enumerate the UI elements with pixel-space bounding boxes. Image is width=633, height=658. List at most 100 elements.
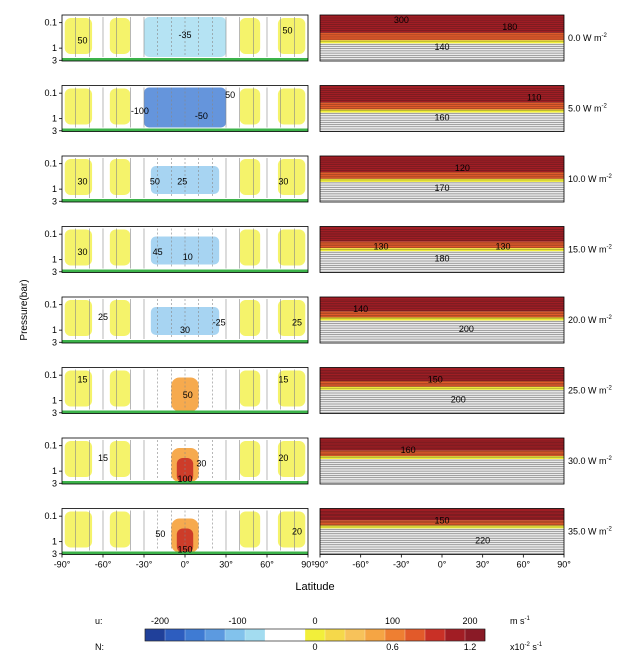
y-tick-label: 3 bbox=[52, 55, 57, 65]
colorbar-swatch bbox=[144, 628, 166, 642]
contour-label: -100 bbox=[131, 106, 149, 116]
colorbar-swatch bbox=[204, 628, 226, 642]
positive-wind-region bbox=[64, 300, 93, 336]
yellow-band bbox=[320, 178, 564, 182]
colorbar-swatch bbox=[444, 628, 466, 642]
y-tick-label: 0.1 bbox=[44, 441, 57, 451]
forcing-label: 5.0 W m-2 bbox=[568, 104, 608, 114]
units-text: s bbox=[530, 642, 538, 652]
positive-wind-region bbox=[109, 229, 131, 266]
contour-label: 160 bbox=[434, 112, 449, 122]
units-exponent: -1 bbox=[525, 616, 531, 622]
x-tick-label: 60° bbox=[260, 560, 274, 570]
colorbar-swatch bbox=[264, 628, 286, 642]
positive-wind-region bbox=[109, 18, 131, 54]
bottom-boundary bbox=[62, 128, 308, 132]
positive-wind-region bbox=[239, 159, 261, 195]
contour-label: 180 bbox=[434, 253, 449, 263]
colorbar-swatch bbox=[304, 628, 326, 642]
contour-label: 130 bbox=[373, 241, 388, 251]
transition-layer bbox=[320, 381, 564, 387]
panel-frame bbox=[319, 437, 565, 485]
contour-label: 200 bbox=[459, 324, 474, 334]
forcing-exponent: -2 bbox=[607, 456, 613, 462]
colorbar-u-tick: 0 bbox=[312, 616, 317, 626]
contour-label: -35 bbox=[178, 30, 191, 40]
contour-label: 15 bbox=[278, 375, 288, 385]
n-panel-7: 150 220 35.0 W m-2 bbox=[319, 508, 613, 555]
x-axis-label: Latitude bbox=[295, 581, 334, 593]
positive-wind-region bbox=[64, 18, 93, 54]
y-tick-label: 0.1 bbox=[44, 300, 57, 310]
forcing-label: 35.0 W m-2 bbox=[568, 527, 613, 537]
colorbar-swatch bbox=[364, 628, 386, 642]
transition-layer bbox=[320, 450, 564, 457]
positive-wind-region bbox=[109, 370, 131, 407]
panel-frame bbox=[61, 367, 309, 414]
contour-label: 220 bbox=[475, 535, 490, 545]
y-tick-label: 0.1 bbox=[44, 511, 57, 521]
x-tick-label: -60° bbox=[352, 560, 369, 570]
contour-label: 120 bbox=[455, 163, 470, 173]
wind-panel-6: 0.1 1 3 15 30 100 20 bbox=[44, 437, 309, 488]
x-tick-label: -90° bbox=[54, 560, 71, 570]
x-tick-label: 30° bbox=[219, 560, 233, 570]
forcing-exponent: -2 bbox=[602, 104, 608, 110]
forcing-label: 0.0 W m-2 bbox=[568, 33, 608, 43]
n-panel-3: 130 130 180 15.0 W m-2 bbox=[319, 226, 613, 273]
positive-wind-region bbox=[277, 300, 306, 336]
y-tick-label: 0.1 bbox=[44, 229, 57, 239]
panel-frame bbox=[61, 85, 309, 132]
forcing-exponent: -2 bbox=[602, 33, 608, 39]
contour-label: 30 bbox=[196, 458, 206, 468]
upper-layer bbox=[320, 15, 564, 33]
transition-layer bbox=[320, 311, 564, 318]
panel-frame bbox=[61, 14, 309, 62]
colorbar-swatch bbox=[464, 628, 486, 642]
contour-label: 140 bbox=[353, 304, 368, 314]
forcing-label: 30.0 W m-2 bbox=[568, 456, 613, 466]
n-panel-2: 120 170 10.0 W m-2 bbox=[319, 155, 613, 203]
positive-wind-region bbox=[109, 300, 131, 336]
wind-panel-7: 0.1 1 3 50 150 20 bbox=[44, 508, 309, 559]
x-tick-label: 90° bbox=[301, 560, 315, 570]
x-tick-label: 60° bbox=[517, 560, 531, 570]
contour-label: 30 bbox=[278, 176, 288, 186]
panel-frame bbox=[319, 226, 565, 273]
positive-wind-region bbox=[239, 229, 261, 266]
contour-label: 150 bbox=[434, 516, 449, 526]
y-tick-label: 0.1 bbox=[44, 159, 57, 169]
y-tick-label: 1 bbox=[52, 114, 57, 124]
y-axis-label: Pressure(bar) bbox=[19, 279, 30, 340]
n-panel-1: 110 160 5.0 W m-2 bbox=[319, 85, 608, 132]
panel-frame bbox=[61, 155, 309, 203]
contour-label: 160 bbox=[401, 445, 416, 455]
positive-wind-region bbox=[277, 370, 306, 407]
yellow-band bbox=[320, 248, 564, 252]
y-tick-label: 1 bbox=[52, 325, 57, 335]
contour-label: 30 bbox=[77, 176, 87, 186]
colorbar-n-units: x10-2 s-1 bbox=[510, 642, 543, 652]
positive-wind-region bbox=[277, 88, 306, 125]
bottom-boundary bbox=[62, 269, 308, 273]
forcing-exponent: -2 bbox=[607, 245, 613, 251]
colorbar-u-units: m s-1 bbox=[510, 616, 530, 626]
positive-wind-region bbox=[239, 441, 261, 477]
transition-layer bbox=[320, 241, 564, 249]
contour-label: 15 bbox=[77, 375, 87, 385]
colorbar-swatch bbox=[164, 628, 186, 642]
contour-label: -50 bbox=[195, 111, 208, 121]
wind-panel-5: 0.1 1 3 15 50 15 bbox=[44, 367, 309, 418]
contour-label: 180 bbox=[502, 22, 517, 32]
wind-panel-0: 0.1 1 3 50 -35 50 bbox=[44, 14, 309, 65]
bottom-boundary bbox=[62, 340, 308, 343]
panel-frame bbox=[319, 296, 565, 344]
colorbar-u-tick: 100 bbox=[385, 616, 400, 626]
colorbar-u-tick: 200 bbox=[462, 616, 477, 626]
x-tick-label: -60° bbox=[95, 560, 112, 570]
contour-label: 170 bbox=[434, 183, 449, 193]
contour-label: 300 bbox=[394, 15, 409, 25]
forcing-exponent: -2 bbox=[607, 386, 613, 392]
bottom-boundary bbox=[62, 58, 308, 61]
